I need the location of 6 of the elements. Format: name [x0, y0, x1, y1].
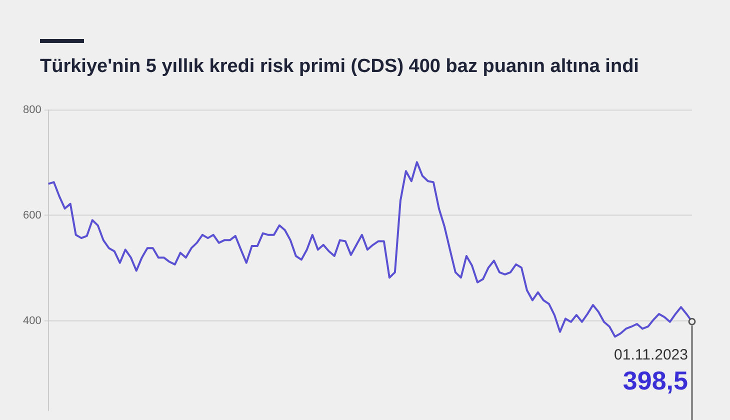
- y-tick-label: 600: [22, 209, 42, 222]
- y-tick-label: 400: [22, 314, 42, 327]
- annotation: 01.11.2023: [614, 346, 688, 364]
- y-tick-label: 800: [22, 104, 42, 116]
- data-label: 398,5: [622, 366, 688, 396]
- chart-title: Türkiye'nin 5 yıllık kredi risk primi (CDS) 400 baz puanın altına indi: [40, 56, 639, 78]
